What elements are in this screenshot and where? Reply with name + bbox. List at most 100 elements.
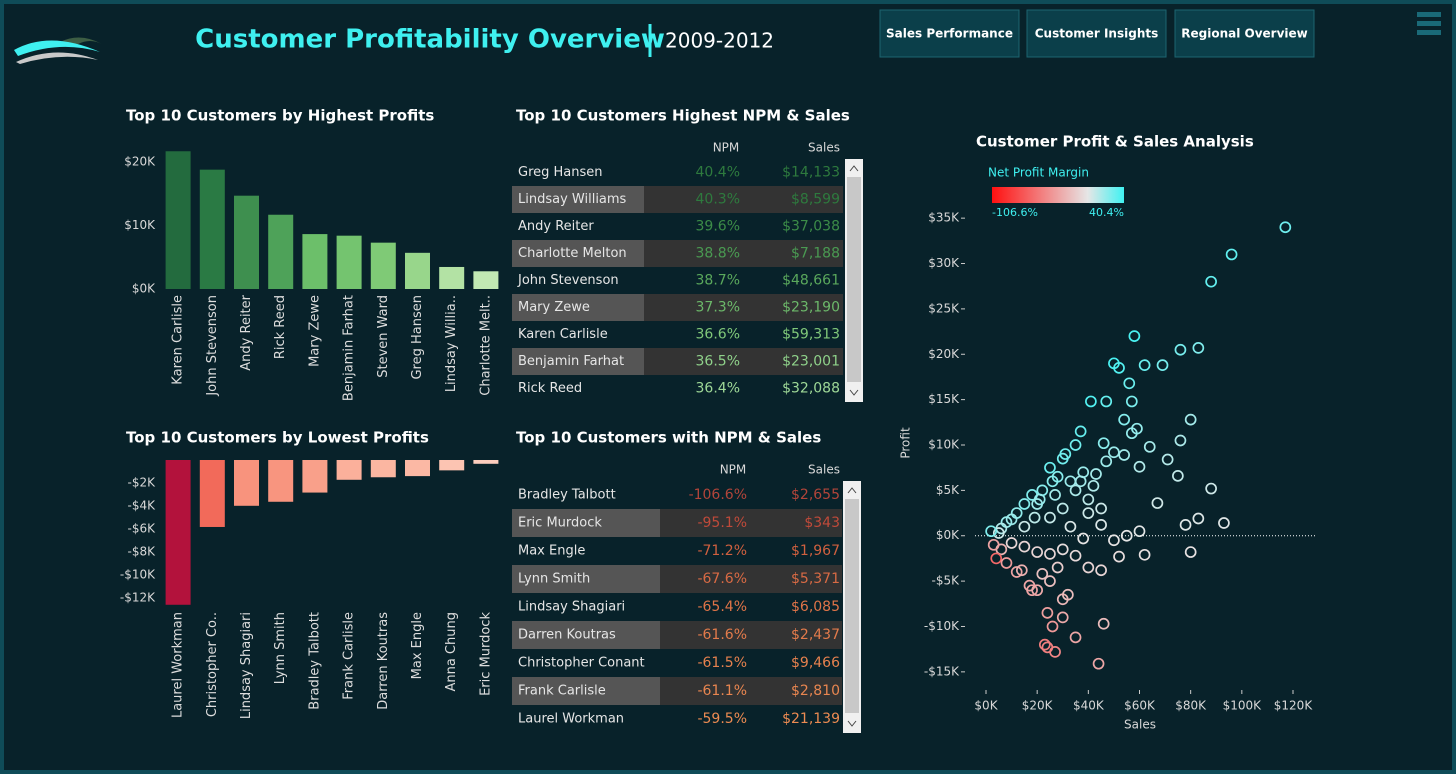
scroll-down[interactable]: [847, 720, 857, 727]
nav-button[interactable]: Sales Performance: [879, 9, 1020, 58]
nav-button-bg[interactable]: [1174, 9, 1315, 58]
point: [1085, 395, 1097, 408]
y-tick-label: $0K: [936, 528, 960, 542]
nav-button-bg[interactable]: [1026, 9, 1167, 58]
point: [1038, 638, 1051, 651]
y-tick-label: $30K: [928, 256, 960, 270]
y-tick-label: $5K: [936, 483, 960, 497]
row-name-bg: [512, 509, 660, 537]
bar: [473, 460, 499, 464]
point: [1097, 437, 1110, 450]
table-title: Top 10 Customers Highest NPM & Sales: [516, 107, 850, 125]
column-header: NPM: [713, 141, 740, 155]
legend-label: 40.4%: [1089, 206, 1124, 219]
bar: [199, 169, 225, 289]
nav-button[interactable]: Customer Insights: [1026, 9, 1167, 58]
row-bg: [660, 509, 842, 537]
y-tick-label: $20K: [124, 155, 156, 169]
point: [1056, 611, 1069, 624]
bar: [405, 460, 430, 477]
point: [1056, 593, 1069, 606]
npm-cell: -106.6%: [689, 487, 747, 503]
nav-button-label[interactable]: Sales Performance: [886, 27, 1013, 41]
bar: [302, 234, 328, 289]
point: [1044, 575, 1056, 587]
npm-cell: -61.5%: [697, 655, 747, 671]
point: [1056, 543, 1069, 556]
point: [1082, 561, 1095, 574]
x-tick-label: Mary Zewe: [307, 295, 322, 367]
row-name: John Stevenson: [517, 273, 619, 288]
point: [1018, 498, 1031, 510]
x-tick-label: Andy Reiter: [239, 294, 254, 370]
row-name: Bradley Talbott: [518, 488, 616, 503]
nav-button-label[interactable]: Regional Overview: [1181, 27, 1308, 41]
x-tick-label: Karen Carlisle: [171, 295, 186, 385]
row-name: Lindsay Williams: [518, 192, 627, 207]
x-tick-label: $40K: [1073, 699, 1105, 713]
scroll-down[interactable]: [849, 389, 859, 396]
x-tick-label: $60K: [1124, 699, 1156, 713]
point: [990, 552, 1003, 565]
y-tick-label: -$6K: [128, 522, 157, 536]
scroll-up[interactable]: [849, 165, 859, 172]
x-tick-label: $100K: [1223, 699, 1263, 713]
bar: [268, 460, 294, 502]
bar: [302, 460, 328, 493]
point: [1172, 470, 1184, 482]
npm-cell: 38.7%: [696, 273, 740, 289]
point: [1028, 511, 1041, 524]
x-tick-label: Greg Hansen: [410, 295, 425, 380]
nav-button-bg[interactable]: [879, 9, 1020, 58]
sales-cell: $1,967: [791, 543, 840, 559]
x-tick-label: Laurel Workman: [171, 612, 186, 718]
row-name: Greg Hansen: [518, 165, 603, 180]
scroll-thumb[interactable]: [845, 499, 859, 713]
scrollbar[interactable]: [845, 159, 863, 402]
nav-button-label[interactable]: Customer Insights: [1035, 27, 1159, 41]
scroll-thumb[interactable]: [847, 177, 861, 382]
point: [1059, 448, 1072, 460]
point: [1077, 532, 1090, 545]
row-name-bg: [512, 294, 644, 321]
row-name: Eric Murdock: [518, 516, 602, 531]
npm-cell: 40.3%: [696, 192, 740, 208]
point: [1090, 468, 1102, 480]
bar: [234, 460, 259, 506]
point: [1031, 584, 1044, 597]
column-header: Sales: [808, 141, 840, 155]
scroll-up[interactable]: [847, 487, 857, 494]
row-bg: [660, 565, 842, 593]
sales-cell: $8,599: [791, 192, 840, 208]
point: [1069, 484, 1082, 497]
point: [1044, 511, 1056, 524]
bar: [405, 252, 430, 289]
point: [1108, 534, 1120, 547]
point: [1133, 460, 1146, 473]
logo: [14, 37, 102, 64]
y-tick-label: -$12K: [120, 591, 156, 605]
bar: [234, 195, 259, 289]
menu-icon[interactable]: [1417, 12, 1441, 35]
x-tick-label: $120K: [1274, 699, 1314, 713]
row-bg: [644, 186, 843, 213]
nav-button[interactable]: Regional Overview: [1174, 9, 1315, 58]
row-name: Lindsay Shagiari: [518, 600, 625, 615]
scrollbar[interactable]: [843, 481, 861, 733]
point: [1174, 343, 1187, 356]
row-name: Darren Koutras: [518, 628, 616, 643]
point: [1000, 557, 1013, 569]
row-bg: [660, 621, 842, 649]
point: [1151, 497, 1164, 509]
row-name: Frank Carlisle: [518, 684, 606, 699]
y-tick-label: $10K: [928, 438, 960, 452]
npm-cell: -95.1%: [697, 515, 747, 531]
y-axis-title: Profit: [899, 427, 913, 459]
row-name: Lynn Smith: [518, 572, 590, 587]
row-bg: [644, 294, 843, 321]
point: [1044, 461, 1056, 474]
dashboard-subtitle: 2009-2012: [665, 29, 774, 53]
npm-cell: 36.5%: [696, 354, 740, 370]
point: [987, 538, 1000, 551]
